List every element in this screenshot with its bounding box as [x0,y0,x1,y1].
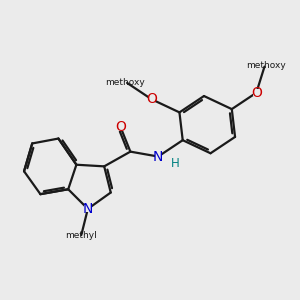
Text: N: N [83,202,93,216]
FancyBboxPatch shape [253,89,260,96]
Text: methoxy: methoxy [106,78,145,87]
Text: methyl: methyl [65,231,97,240]
Text: O: O [115,120,126,134]
FancyBboxPatch shape [148,96,155,103]
Text: O: O [146,92,157,106]
Text: N: N [153,149,164,164]
FancyBboxPatch shape [84,205,92,212]
Text: H: H [171,157,180,169]
FancyBboxPatch shape [172,160,179,166]
Text: methoxy: methoxy [246,61,286,70]
Text: O: O [251,86,262,100]
FancyBboxPatch shape [117,124,124,131]
FancyBboxPatch shape [154,153,162,160]
